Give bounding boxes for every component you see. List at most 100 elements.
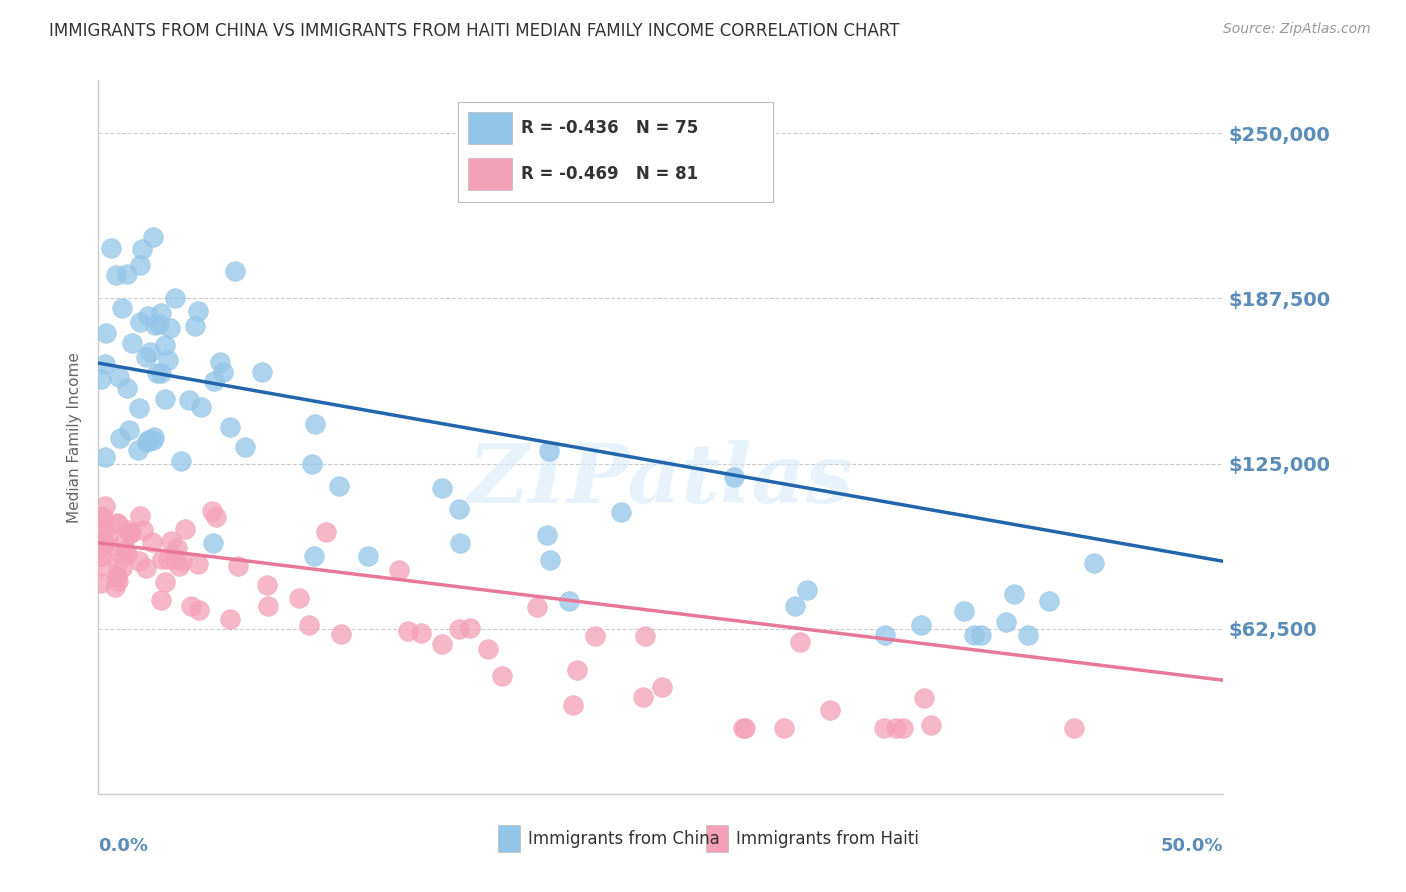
Point bbox=[117, 381, 139, 395]
Point bbox=[127, 443, 149, 458]
Point bbox=[163, 291, 186, 305]
Point bbox=[430, 482, 453, 496]
Point bbox=[180, 599, 202, 613]
Point bbox=[107, 570, 129, 584]
Point bbox=[187, 303, 209, 318]
Point bbox=[458, 621, 481, 635]
Text: 50.0%: 50.0% bbox=[1161, 837, 1223, 855]
Point bbox=[94, 536, 117, 550]
Point bbox=[388, 563, 411, 577]
Point bbox=[115, 267, 138, 281]
Point bbox=[150, 593, 173, 607]
Point bbox=[188, 603, 211, 617]
Point bbox=[536, 528, 558, 542]
Text: Immigrants from Haiti: Immigrants from Haiti bbox=[737, 830, 920, 847]
Point bbox=[430, 637, 453, 651]
Point bbox=[150, 306, 173, 320]
Point bbox=[583, 629, 606, 643]
Point bbox=[1083, 556, 1105, 570]
FancyBboxPatch shape bbox=[706, 825, 728, 853]
Point bbox=[1017, 628, 1039, 642]
Point bbox=[893, 721, 915, 735]
Point bbox=[153, 392, 176, 406]
Point bbox=[256, 599, 278, 613]
Point bbox=[315, 524, 337, 539]
Point bbox=[142, 430, 165, 444]
Point bbox=[256, 578, 278, 592]
Point bbox=[1002, 587, 1025, 601]
Point bbox=[107, 555, 129, 569]
Point bbox=[129, 315, 152, 329]
Point bbox=[105, 569, 128, 583]
Point bbox=[142, 433, 165, 447]
Point bbox=[128, 554, 150, 568]
Point bbox=[110, 546, 132, 560]
Point bbox=[773, 721, 796, 735]
Point bbox=[105, 268, 128, 282]
Point bbox=[135, 434, 157, 449]
Point bbox=[884, 721, 907, 735]
Point bbox=[128, 401, 150, 415]
Point bbox=[449, 622, 471, 636]
Point bbox=[107, 516, 129, 531]
Y-axis label: Median Family Income: Median Family Income bbox=[67, 351, 83, 523]
Point bbox=[121, 336, 143, 351]
Point bbox=[330, 627, 353, 641]
Point bbox=[301, 457, 323, 471]
Point bbox=[731, 721, 754, 735]
Text: 0.0%: 0.0% bbox=[98, 837, 149, 855]
Point bbox=[190, 400, 212, 414]
Point bbox=[108, 431, 131, 445]
Point bbox=[90, 549, 112, 563]
Point bbox=[170, 454, 193, 468]
Point bbox=[288, 591, 311, 605]
Point bbox=[723, 469, 745, 483]
Point bbox=[912, 690, 935, 705]
Point bbox=[491, 669, 513, 683]
Point bbox=[224, 263, 246, 277]
Point bbox=[200, 503, 222, 517]
Text: IMMIGRANTS FROM CHINA VS IMMIGRANTS FROM HAITI MEDIAN FAMILY INCOME CORRELATION : IMMIGRANTS FROM CHINA VS IMMIGRANTS FROM… bbox=[49, 22, 900, 40]
Point bbox=[138, 433, 160, 447]
Point bbox=[328, 479, 350, 493]
Point bbox=[218, 612, 240, 626]
Point bbox=[177, 392, 200, 407]
Point bbox=[118, 525, 141, 540]
Point bbox=[447, 502, 470, 516]
Point bbox=[112, 535, 135, 549]
Point bbox=[93, 523, 115, 537]
Point bbox=[970, 628, 993, 642]
Point bbox=[610, 505, 633, 519]
Point bbox=[146, 366, 169, 380]
Point bbox=[90, 509, 112, 524]
Text: ZIPatlas: ZIPatlas bbox=[468, 440, 853, 520]
Point bbox=[108, 369, 131, 384]
Point bbox=[734, 721, 756, 735]
Point bbox=[90, 576, 112, 591]
Point bbox=[526, 599, 548, 614]
Point bbox=[115, 547, 138, 561]
Point bbox=[796, 582, 818, 597]
Point bbox=[91, 541, 114, 555]
Point bbox=[159, 534, 181, 549]
Point bbox=[201, 536, 224, 550]
Point bbox=[156, 552, 179, 566]
Point bbox=[129, 258, 152, 272]
Point bbox=[136, 309, 159, 323]
Point bbox=[873, 628, 896, 642]
Point bbox=[117, 523, 139, 537]
Point bbox=[91, 520, 114, 534]
Point bbox=[97, 531, 120, 545]
Point bbox=[562, 698, 585, 712]
Point bbox=[538, 444, 561, 458]
Point bbox=[141, 534, 163, 549]
Point bbox=[155, 574, 177, 589]
Point bbox=[411, 625, 433, 640]
Point bbox=[631, 690, 654, 704]
Point bbox=[148, 318, 170, 332]
Point bbox=[204, 510, 226, 524]
Point bbox=[135, 351, 157, 365]
Point bbox=[90, 559, 112, 574]
Point bbox=[212, 365, 235, 379]
Point bbox=[93, 357, 115, 371]
